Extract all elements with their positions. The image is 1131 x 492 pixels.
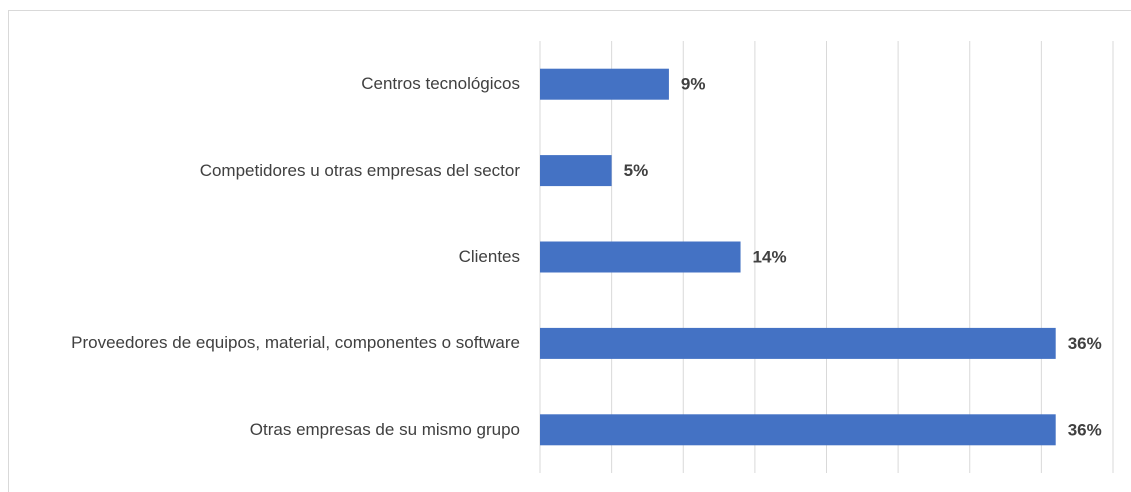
data-label: 14% — [753, 247, 787, 266]
data-label: 36% — [1068, 334, 1102, 353]
category-text: Clientes — [458, 247, 520, 266]
bar — [540, 68, 669, 100]
data-label: 9% — [681, 75, 706, 94]
category-text: Proveedores de equipos, material, compon… — [71, 333, 520, 353]
category-label: Centros tecnológicos — [10, 72, 520, 96]
data-label: 36% — [1068, 420, 1102, 439]
category-label: Otras empresas de su mismo grupo — [10, 418, 520, 442]
category-label: Proveedores de equipos, material, compon… — [10, 331, 520, 355]
bar — [540, 241, 741, 273]
category-label: Clientes — [10, 245, 520, 269]
category-label: Competidores u otras empresas del sector — [10, 159, 520, 183]
bar — [540, 327, 1056, 359]
bar — [540, 414, 1056, 446]
data-label: 5% — [624, 161, 649, 180]
chart-frame — [8, 10, 1131, 492]
bar — [540, 155, 612, 187]
category-text: Otras empresas de su mismo grupo — [249, 419, 520, 439]
category-text: Competidores u otras empresas del sector — [199, 160, 520, 180]
category-text: Centros tecnológicos — [361, 74, 520, 94]
